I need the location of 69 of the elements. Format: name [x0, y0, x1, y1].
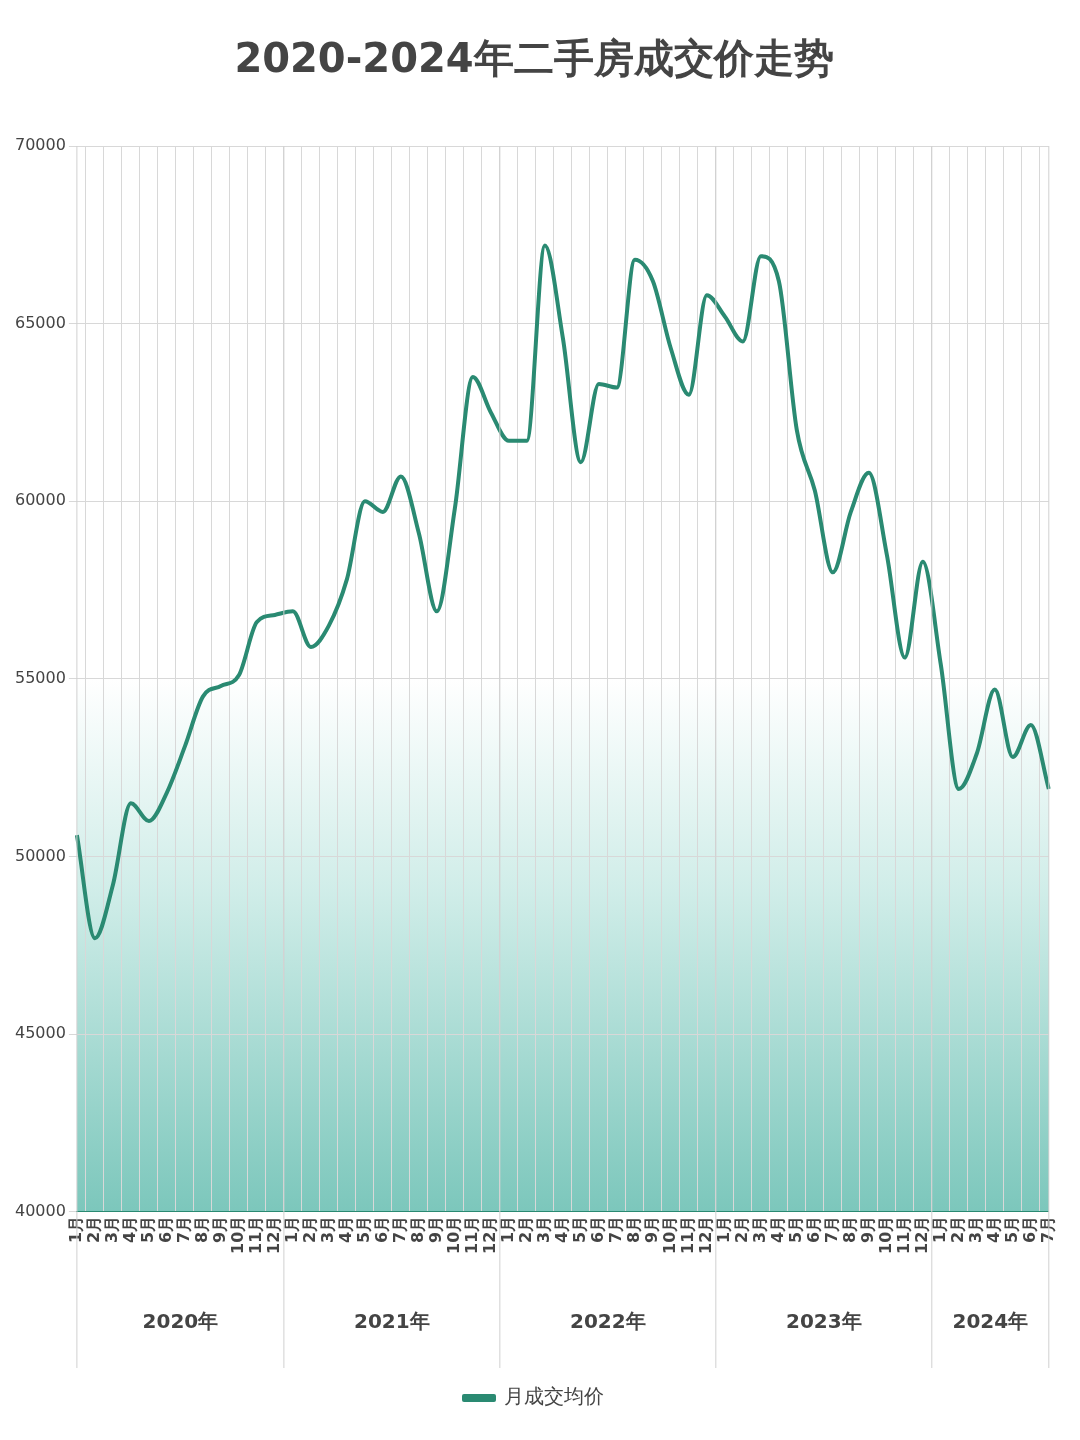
x-tick-label: 4月 — [120, 1215, 140, 1243]
x-tick-label: 5月 — [785, 1215, 805, 1243]
x-tick-label: 12月 — [695, 1215, 715, 1254]
x-tick-label: 12月 — [480, 1215, 500, 1254]
y-tick-label: 65000 — [14, 312, 66, 332]
x-tick-label: 7月 — [821, 1215, 841, 1243]
x-tick-label: 11月 — [893, 1215, 913, 1254]
x-tick-label: 7月 — [174, 1215, 194, 1243]
x-tick-label: 7月 — [390, 1215, 410, 1243]
x-tick-label: 3月 — [102, 1215, 122, 1243]
x-tick-label: 10月 — [228, 1215, 248, 1254]
x-tick-label: 2月 — [300, 1215, 320, 1243]
text: 2024年 — [952, 1309, 1029, 1334]
text: 2023年 — [785, 1309, 862, 1334]
y-tick-label: 40000 — [14, 1200, 66, 1220]
x-tick-label: 10月 — [659, 1215, 679, 1254]
x-tick-label: 9月 — [857, 1215, 877, 1243]
x-tick-label: 9月 — [642, 1215, 661, 1243]
x-tick-label: 5月 — [354, 1215, 374, 1243]
text: 2020年 — [142, 1309, 219, 1334]
x-tick-label: 10月 — [444, 1215, 464, 1254]
y-tick-label: 55000 — [14, 668, 66, 688]
y-tick-label: 45000 — [14, 1023, 66, 1043]
x-tick-label: 3月 — [749, 1215, 769, 1243]
x-tick-label: 1月 — [713, 1215, 733, 1243]
x-tick-label: 4月 — [767, 1215, 787, 1243]
x-tick-label: 6月 — [1019, 1215, 1039, 1243]
y-tick-label: 70000 — [14, 135, 66, 155]
x-tick-label: 11月 — [462, 1215, 482, 1254]
x-tick-label: 6月 — [803, 1215, 823, 1243]
legend-label: 月成交均价 — [504, 1384, 604, 1409]
x-tick-label: 3月 — [534, 1215, 554, 1243]
x-tick-label: 1月 — [929, 1215, 949, 1243]
x-tick-label: 10月 — [875, 1215, 895, 1254]
x-tick-label: 8月 — [839, 1215, 859, 1243]
x-tick-label: 3月 — [965, 1215, 985, 1243]
x-tick-label: 2月 — [516, 1215, 536, 1243]
x-tick-label: 5月 — [138, 1215, 158, 1243]
x-tick-label: 1月 — [498, 1215, 518, 1243]
x-tick-label: 5月 — [1001, 1215, 1021, 1243]
x-tick-label: 4月 — [552, 1215, 572, 1243]
x-tick-label: 9月 — [426, 1215, 446, 1243]
x-tick-label: 6月 — [372, 1215, 392, 1243]
x-tick-label: 8月 — [408, 1215, 428, 1243]
x-tick-label: 1月 — [66, 1215, 86, 1243]
x-tick-label: 6月 — [156, 1215, 176, 1243]
x-tick-label: 9月 — [210, 1215, 230, 1243]
x-tick-label: 5月 — [570, 1215, 589, 1243]
x-tick-label: 4月 — [983, 1215, 1003, 1243]
x-tick-label: 12月 — [911, 1215, 931, 1254]
y-tick-label: 50000 — [14, 845, 66, 865]
x-tick-label: 2月 — [947, 1215, 967, 1243]
text: 2022年 — [570, 1309, 646, 1334]
y-tick-label: 60000 — [14, 490, 66, 510]
x-tick-label: 11月 — [677, 1215, 697, 1254]
x-tick-label: 7月 — [1037, 1215, 1057, 1243]
x-tick-label: 11月 — [246, 1215, 266, 1254]
x-tick-label: 8月 — [192, 1215, 212, 1243]
x-tick-label: 12月 — [264, 1215, 284, 1254]
x-tick-label: 7月 — [606, 1215, 625, 1243]
chart-title: 2020-2024年二手房成交价走势 — [234, 35, 834, 82]
x-tick-label: 2月 — [731, 1215, 751, 1243]
x-tick-label: 1月 — [282, 1215, 302, 1243]
x-tick-label: 2月 — [84, 1215, 104, 1243]
x-tick-label: 4月 — [336, 1215, 356, 1243]
x-tick-label: 3月 — [318, 1215, 338, 1243]
x-tick-label: 8月 — [624, 1215, 643, 1243]
x-tick-label: 6月 — [588, 1215, 607, 1243]
text: 2021年 — [354, 1309, 430, 1334]
